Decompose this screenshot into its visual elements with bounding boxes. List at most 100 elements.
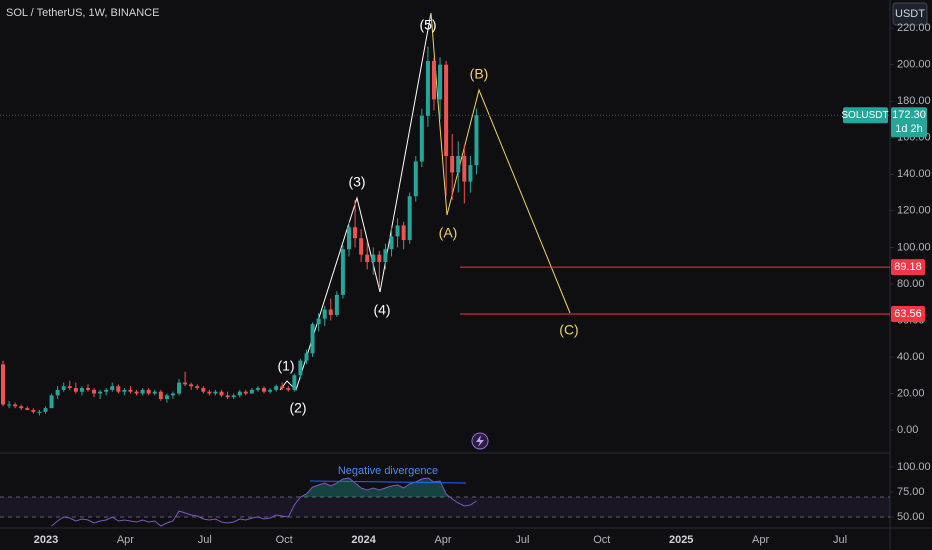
correction-label: (A) [439, 225, 458, 241]
symbol-badge-label: SOLUSDT [841, 110, 888, 121]
candle-body [310, 324, 315, 354]
y-tick-label: 0.00 [897, 424, 918, 436]
wave-label: (4) [373, 302, 390, 318]
candle-body [183, 382, 188, 385]
candle-body [340, 249, 345, 295]
candle-body [286, 388, 291, 390]
x-tick-label: Oct [276, 534, 293, 546]
y-tick-label: 180.00 [897, 95, 931, 107]
candle-body [468, 165, 473, 182]
wave-label: (3) [348, 174, 365, 190]
candle-body [413, 161, 418, 197]
currency-label[interactable]: USDT [895, 8, 925, 20]
level-label: 63.56 [894, 308, 922, 320]
candle-body [462, 156, 467, 182]
candle-body [237, 391, 242, 396]
candle-body [395, 225, 400, 237]
candle-body [401, 225, 406, 241]
candle-body [225, 395, 230, 398]
candle-body [456, 156, 461, 173]
x-tick-label: 2025 [669, 534, 693, 546]
candle-body [37, 411, 42, 413]
candle-body [158, 391, 163, 400]
wave-label: (5) [419, 17, 436, 33]
y-tick-label: 200.00 [897, 59, 931, 71]
candle-body [431, 61, 436, 100]
x-tick-label: Jul [833, 534, 847, 546]
candle-body [73, 388, 78, 392]
currency-button[interactable] [892, 2, 928, 26]
rsi-overbought-fill [51, 478, 477, 497]
candle-body [128, 389, 133, 392]
candle-body [25, 408, 30, 410]
candle-body [213, 391, 218, 394]
level-label: 89.18 [894, 261, 922, 273]
y-tick-label: 140.00 [897, 168, 931, 180]
candle-body [140, 389, 145, 394]
candle-body [85, 388, 90, 390]
candle-body [152, 391, 157, 394]
event-icon-bolt [476, 435, 484, 447]
candle-body [170, 393, 175, 396]
candle-body [55, 389, 60, 396]
candle-body [359, 238, 364, 255]
candle-body [316, 318, 321, 325]
candle-body [274, 386, 279, 390]
candle-body [19, 406, 24, 409]
candle-body [201, 388, 206, 392]
candle-body [13, 404, 18, 407]
x-tick-label: Apr [117, 534, 134, 546]
wave-label: (2) [289, 400, 306, 416]
candle-body [346, 227, 351, 250]
candle-body [67, 386, 72, 389]
symbol-badge [843, 107, 888, 124]
candle-body [292, 375, 297, 390]
candle-body [365, 254, 370, 262]
candle-body [43, 408, 48, 412]
candle-body [268, 389, 273, 392]
y-tick-label: 100.00 [897, 241, 931, 253]
wave-label: (1) [277, 358, 294, 374]
candle-body [177, 382, 182, 394]
candle-body [249, 389, 254, 394]
candle-body [371, 254, 376, 262]
countdown-label: 1d 2h [895, 123, 923, 135]
candle-body [304, 353, 309, 361]
candle-body [219, 391, 224, 396]
y-tick-label: 20.00 [897, 387, 925, 399]
impulse-wave [279, 12, 432, 391]
rsi-tick-label: 100.00 [897, 461, 931, 473]
x-tick-label: 2023 [34, 534, 58, 546]
candle-body [407, 196, 412, 241]
x-tick-label: Oct [593, 534, 610, 546]
candle-body [280, 386, 285, 389]
last-price-badge [891, 107, 927, 138]
y-tick-label: 120.00 [897, 205, 931, 217]
correction-label: (B) [470, 66, 489, 82]
candle-body [104, 389, 109, 392]
candle-body [262, 388, 267, 392]
candle-body [425, 61, 430, 116]
level-badge [891, 259, 925, 276]
candle-body [164, 395, 169, 400]
candle-body [255, 388, 260, 390]
candle-body [353, 227, 358, 239]
candle-body [122, 389, 127, 392]
candle-body [444, 64, 449, 157]
level-badge [891, 305, 925, 322]
candle-body [61, 386, 66, 390]
candle-body [207, 391, 212, 394]
rsi-tick-label: 50.00 [897, 511, 925, 523]
x-tick-label: Apr [752, 534, 769, 546]
divergence-label: Negative divergence [338, 465, 438, 477]
candle-body [334, 294, 339, 315]
candle-body [389, 236, 394, 250]
candle-body [189, 384, 194, 387]
candle-body [450, 156, 455, 173]
symbol-title: SOL / TetherUS, 1W, BINANCE [6, 7, 159, 19]
candle-body [134, 391, 139, 394]
candle-body [231, 395, 236, 398]
candle-body [383, 249, 388, 262]
candle-body [438, 64, 443, 100]
